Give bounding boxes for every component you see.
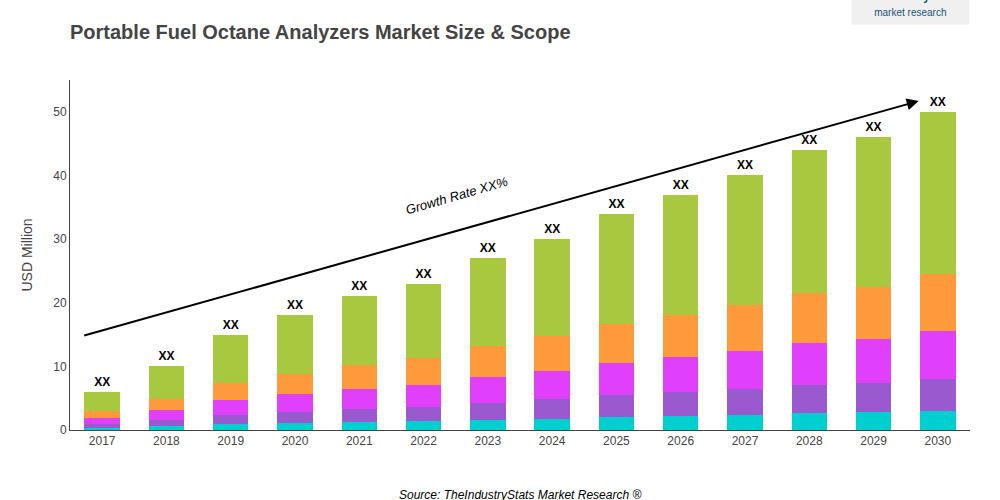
svg-text:The Industry Statsmarket resea: The Industry Statsmarket research xyxy=(858,0,963,18)
svg-text:XX: XX xyxy=(94,375,110,389)
svg-text:XX: XX xyxy=(801,133,817,147)
svg-text:40: 40 xyxy=(53,169,67,183)
svg-text:XX: XX xyxy=(544,222,560,236)
svg-text:XX: XX xyxy=(930,95,946,109)
svg-text:2020: 2020 xyxy=(282,434,309,448)
svg-text:XX: XX xyxy=(673,178,689,192)
svg-text:50: 50 xyxy=(53,105,67,119)
svg-text:Portable Fuel Octane Analyzers: Portable Fuel Octane Analyzers Market Si… xyxy=(70,21,571,43)
svg-text:XX: XX xyxy=(416,267,432,281)
svg-text:2029: 2029 xyxy=(860,434,887,448)
svg-text:USD Million: USD Million xyxy=(19,218,35,291)
svg-text:2018: 2018 xyxy=(153,434,180,448)
svg-text:XX: XX xyxy=(737,158,753,172)
svg-text:2022: 2022 xyxy=(410,434,437,448)
svg-text:2028: 2028 xyxy=(796,434,823,448)
svg-text:0: 0 xyxy=(60,423,67,437)
svg-text:XX: XX xyxy=(608,197,624,211)
svg-text:XX: XX xyxy=(480,241,496,255)
svg-text:2024: 2024 xyxy=(539,434,566,448)
svg-text:2019: 2019 xyxy=(217,434,244,448)
svg-text:XX: XX xyxy=(866,120,882,134)
svg-text:10: 10 xyxy=(53,360,67,374)
svg-text:2023: 2023 xyxy=(475,434,502,448)
svg-text:XX: XX xyxy=(158,349,174,363)
svg-text:2017: 2017 xyxy=(89,434,116,448)
svg-text:Source: TheIndustryStats Marke: Source: TheIndustryStats Market Research… xyxy=(399,488,641,500)
svg-text:Growth Rate XX%: Growth Rate XX% xyxy=(404,174,510,217)
svg-text:XX: XX xyxy=(287,298,303,312)
svg-text:2027: 2027 xyxy=(732,434,759,448)
svg-text:2025: 2025 xyxy=(603,434,630,448)
svg-text:2026: 2026 xyxy=(667,434,694,448)
svg-text:30: 30 xyxy=(53,232,67,246)
svg-text:2030: 2030 xyxy=(925,434,952,448)
svg-text:XX: XX xyxy=(351,279,367,293)
svg-text:20: 20 xyxy=(53,296,67,310)
svg-text:2021: 2021 xyxy=(346,434,373,448)
svg-text:XX: XX xyxy=(223,318,239,332)
